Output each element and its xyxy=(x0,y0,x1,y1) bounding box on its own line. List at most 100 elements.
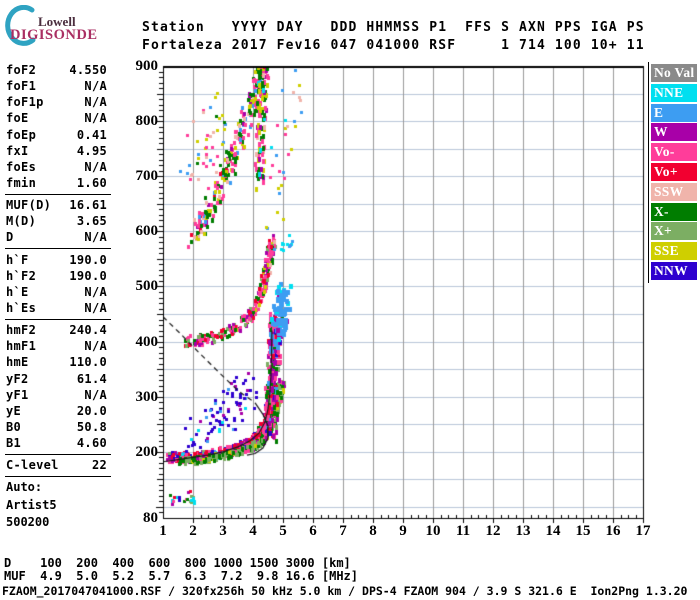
param-row-foF2: foF2 4.550 xyxy=(6,62,107,78)
legend-item-Vo-: Vo- xyxy=(651,143,697,161)
param-value: 110.0 xyxy=(69,355,107,370)
param-value: 22 xyxy=(91,458,107,473)
param-label: hmF1 xyxy=(6,339,37,354)
param-value: 61.4 xyxy=(76,371,107,386)
y-tick-label-900: 900 xyxy=(135,58,159,74)
parameter-panel: foF2 4.550 foF1 N/A foF1p N/A foE N/A foEp 0.41 fx… xyxy=(5,62,111,532)
x-tick-label-5: 5 xyxy=(279,523,287,539)
x-tick-label-7: 7 xyxy=(339,523,347,539)
param-value: N/A xyxy=(84,230,107,245)
legend-item-Vo+: Vo+ xyxy=(651,163,697,181)
x-tick-label-8: 8 xyxy=(369,523,377,539)
param-row-B0: B0 50.8 xyxy=(6,419,107,435)
param-label: fxI xyxy=(6,143,29,158)
legend-item-E: E xyxy=(651,104,697,122)
param-row-h`F: h`F 190.0 xyxy=(6,252,107,268)
param-value: 16.61 xyxy=(69,198,107,213)
file-status-line: FZAOM_2017047041000.RSF / 320fx256h 50 k… xyxy=(2,584,688,598)
x-tick-label-13: 13 xyxy=(515,523,531,539)
logo-digisonde-text: DIGISONDE xyxy=(10,27,98,43)
legend-item-No-Val: No Val xyxy=(651,64,697,82)
param-label: D xyxy=(6,230,14,245)
param-divider xyxy=(5,453,111,455)
logo: Lowell DIGISONDE xyxy=(0,0,110,52)
legend-item-NNE: NNE xyxy=(651,84,697,102)
x-tick-label-6: 6 xyxy=(309,523,317,539)
param-label: foF1p xyxy=(6,95,44,110)
param-label: M(D) xyxy=(6,214,37,229)
param-label: B0 xyxy=(6,419,22,434)
header-columns-row: Station YYYY DAY DDD HHMMSS P1 FFS S AXN… xyxy=(142,20,645,35)
y-tick-label-200: 200 xyxy=(135,444,159,460)
param-label: h`F2 xyxy=(6,268,37,283)
param-row-M(D): M(D) 3.65 xyxy=(6,213,107,229)
legend-separator-line xyxy=(648,62,649,283)
param-value: 4.95 xyxy=(76,143,107,158)
param-row-foF1: foF1 N/A xyxy=(6,78,107,94)
x-tick-label-17: 17 xyxy=(635,523,651,539)
distance-row: D 100 200 400 600 800 1000 1500 3000 [km… xyxy=(4,556,351,570)
param-row-MUF(D): MUF(D) 16.61 xyxy=(6,197,107,213)
param-row-hmF1: hmF1 N/A xyxy=(6,338,107,354)
param-label: C-level xyxy=(6,458,59,473)
x-tick-label-16: 16 xyxy=(605,523,621,539)
x-tick-label-11: 11 xyxy=(455,523,471,539)
x-tick-label-9: 9 xyxy=(399,523,407,539)
param-label: foEp xyxy=(6,127,37,142)
param-label: foF2 xyxy=(6,63,37,77)
param-row-fmin: fmin 1.60 xyxy=(6,175,107,191)
param-row-foEs: foEs N/A xyxy=(6,159,107,175)
param-label: B1 xyxy=(6,436,22,451)
param-divider xyxy=(5,318,111,320)
y-tick-label-800: 800 xyxy=(135,113,159,129)
param-row-foF1p: foF1p N/A xyxy=(6,94,107,110)
param-value: 20.0 xyxy=(76,403,107,418)
param-label: hmF2 xyxy=(6,323,37,338)
param-label: foEs xyxy=(6,159,37,174)
auto-scaler-line: Artist5 xyxy=(6,497,57,512)
param-label: yF1 xyxy=(6,387,29,402)
param-label: h`F xyxy=(6,252,29,267)
y-tick-label-300: 300 xyxy=(135,389,159,405)
muf-row: MUF 4.9 5.0 5.2 5.7 6.3 7.2 9.8 16.6 [MH… xyxy=(4,569,359,583)
x-tick-label-2: 2 xyxy=(189,523,197,539)
param-row-foE: foE N/A xyxy=(6,110,107,126)
param-label: MUF(D) xyxy=(6,198,52,213)
param-row-yF1: yF1 N/A xyxy=(6,387,107,403)
x-tick-label-3: 3 xyxy=(219,523,227,539)
y-tick-label-600: 600 xyxy=(135,223,159,239)
x-tick-label-10: 10 xyxy=(425,523,441,539)
param-value: 190.0 xyxy=(69,268,107,283)
param-label: foE xyxy=(6,111,29,126)
y-tick-label-400: 400 xyxy=(135,334,159,350)
param-row-D: D N/A xyxy=(6,229,107,245)
auto-scaler-line: 500200 xyxy=(6,515,50,530)
param-row-h`F2: h`F2 190.0 xyxy=(6,268,107,284)
param-row-yF2: yF2 61.4 xyxy=(6,371,107,387)
y-tick-label-700: 700 xyxy=(135,168,159,184)
param-value: 0.41 xyxy=(76,127,107,142)
x-tick-label-15: 15 xyxy=(575,523,591,539)
logo-lowell-text: Lowell xyxy=(38,14,76,29)
param-label: yE xyxy=(6,403,22,418)
param-label: foF1 xyxy=(6,79,37,94)
y-tick-label-80: 80 xyxy=(143,510,158,526)
param-value: 4.60 xyxy=(76,436,107,451)
ionogram-plot-canvas xyxy=(155,62,647,524)
param-value: 190.0 xyxy=(69,252,107,267)
param-label: fmin xyxy=(6,175,37,190)
legend-item-X-: X- xyxy=(651,203,697,221)
param-label: hmE xyxy=(6,355,29,370)
param-row-C-level: C-level 22 xyxy=(6,457,107,473)
param-row-yE: yE 20.0 xyxy=(6,403,107,419)
header-values-row: Fortaleza 2017 Fev16 047 041000 RSF 1 71… xyxy=(142,38,645,53)
param-row-hmF2: hmF2 240.4 xyxy=(6,322,107,338)
param-value: N/A xyxy=(84,79,107,94)
legend-item-NNW: NNW xyxy=(651,262,697,280)
auto-scaler-line: Auto: xyxy=(6,480,43,495)
param-row-fxI: fxI 4.95 xyxy=(6,143,107,159)
x-tick-label-14: 14 xyxy=(545,523,561,539)
param-divider xyxy=(5,248,111,250)
param-label: h`Es xyxy=(6,300,37,315)
param-value: N/A xyxy=(84,284,107,299)
